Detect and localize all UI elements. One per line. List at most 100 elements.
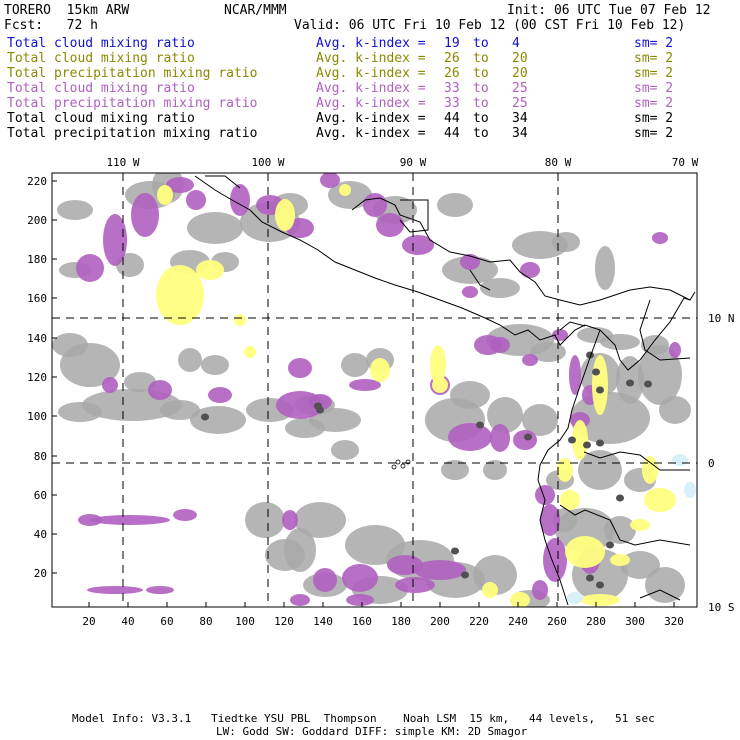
precip-blob [102, 377, 118, 393]
precip-blob [513, 430, 537, 450]
cloud-blob [487, 397, 523, 433]
precip-blob [288, 358, 312, 378]
precip-blob [342, 564, 378, 592]
cloud-blob [341, 353, 369, 377]
cloud-mixing-blob [339, 184, 351, 196]
cloud-mixing-blob [630, 519, 650, 531]
precip-blob [414, 560, 466, 580]
legend-kindex-to: 34 [512, 126, 528, 141]
cloud-blob [437, 193, 473, 217]
legend-smoothing: sm= 2 [634, 111, 674, 126]
convective-core [201, 413, 209, 421]
precip-blob [569, 355, 581, 395]
cloud-mixing-blob [482, 582, 498, 598]
precip-blob [313, 568, 337, 592]
legend-kindex-to: 34 [512, 111, 528, 126]
cloud-blob [530, 342, 566, 362]
precip-blob [146, 586, 174, 594]
coastline [537, 329, 601, 606]
legend-field-label: Total precipitation mixing ratio [7, 96, 258, 111]
precip-blob [349, 379, 381, 391]
org-label: NCAR/MMM [224, 3, 287, 18]
legend-smoothing: sm= 2 [634, 126, 674, 141]
legend-kindex-label: Avg. k-index = [316, 51, 426, 66]
legend-smoothing: sm= 2 [634, 96, 674, 111]
cloud-blob [190, 406, 246, 434]
coastline [559, 321, 586, 331]
legend-kindex-label: Avg. k-index = [316, 36, 426, 51]
y-tick-label: 160 [27, 292, 47, 305]
latitude-label: 0 [708, 457, 715, 470]
x-tick-label: 260 [547, 615, 567, 628]
legend-smoothing: sm= 2 [634, 66, 674, 81]
precip-blob [173, 509, 197, 521]
precip-blob [131, 193, 159, 237]
convective-core [316, 406, 324, 414]
y-tick-label: 200 [27, 214, 47, 227]
cloud-blob [245, 502, 285, 538]
legend-kindex-to-word: to [473, 66, 489, 81]
precip-blob [490, 424, 510, 452]
cloud-blob [284, 528, 316, 572]
x-tick-label: 40 [121, 615, 134, 628]
precip-blob [90, 515, 170, 525]
cloud-blob [641, 335, 669, 355]
convective-core [592, 368, 600, 376]
legend-kindex-from: 44 [444, 111, 460, 126]
convective-core [596, 386, 604, 394]
x-tick-label: 60 [160, 615, 173, 628]
convective-core [616, 494, 624, 502]
legend-smoothing: sm= 2 [634, 81, 674, 96]
coastline [559, 504, 691, 546]
cloud-blob [645, 567, 685, 603]
y-tick-label: 60 [34, 489, 47, 502]
legend-kindex-to-word: to [473, 111, 489, 126]
x-tick-label: 320 [664, 615, 684, 628]
legend-kindex-to: 20 [512, 51, 528, 66]
legend-kindex-to-word: to [473, 51, 489, 66]
cloud-blob [58, 402, 102, 422]
cloud-blob [201, 355, 229, 375]
precip-blob [395, 577, 435, 593]
light-cloud-patch [672, 454, 688, 466]
precip-blob [462, 286, 478, 298]
precip-blob [376, 213, 404, 237]
coastline [583, 451, 690, 471]
precip-blob [186, 190, 206, 210]
cloud-blob [483, 460, 507, 480]
coastline [639, 589, 681, 601]
convective-core [644, 380, 652, 388]
forecast-hour: Fcst: 72 h [4, 18, 98, 33]
coastline [205, 175, 241, 189]
precip-blob [346, 594, 374, 606]
y-tick-label: 140 [27, 332, 47, 345]
cloud-blob [522, 404, 558, 436]
light-cloud-patch [567, 592, 583, 604]
legend-field-label: Total cloud mixing ratio [7, 111, 195, 126]
coastline [399, 199, 429, 233]
x-tick-label: 100 [235, 615, 255, 628]
legend-kindex-label: Avg. k-index = [316, 81, 426, 96]
legend-field-label: Total cloud mixing ratio [7, 36, 195, 51]
legend-kindex-to: 25 [512, 96, 528, 111]
cloud-blob [309, 408, 361, 432]
model-info-line2: LW: Godd SW: Goddard DIFF: simple KM: 2D… [216, 725, 528, 738]
x-tick-label: 120 [274, 615, 294, 628]
cloud-mixing-blob [196, 260, 224, 280]
precip-blob [103, 214, 127, 266]
model-title: TORERO 15km ARW [4, 3, 130, 18]
precip-blob [290, 594, 310, 606]
cloud-mixing-blob [275, 199, 295, 231]
cloud-blob [638, 345, 682, 405]
precip-blob [522, 354, 538, 366]
coastline [669, 289, 696, 301]
legend-kindex-from: 19 [444, 36, 460, 51]
legend-kindex-label: Avg. k-index = [316, 111, 426, 126]
convective-core [606, 541, 614, 549]
legend-kindex-from: 44 [444, 126, 460, 141]
cloud-blob [187, 212, 243, 244]
cloud-mixing-blob [580, 594, 620, 606]
x-tick-label: 200 [430, 615, 450, 628]
cloud-mixing-blob [157, 185, 173, 205]
precip-blob [474, 335, 502, 355]
